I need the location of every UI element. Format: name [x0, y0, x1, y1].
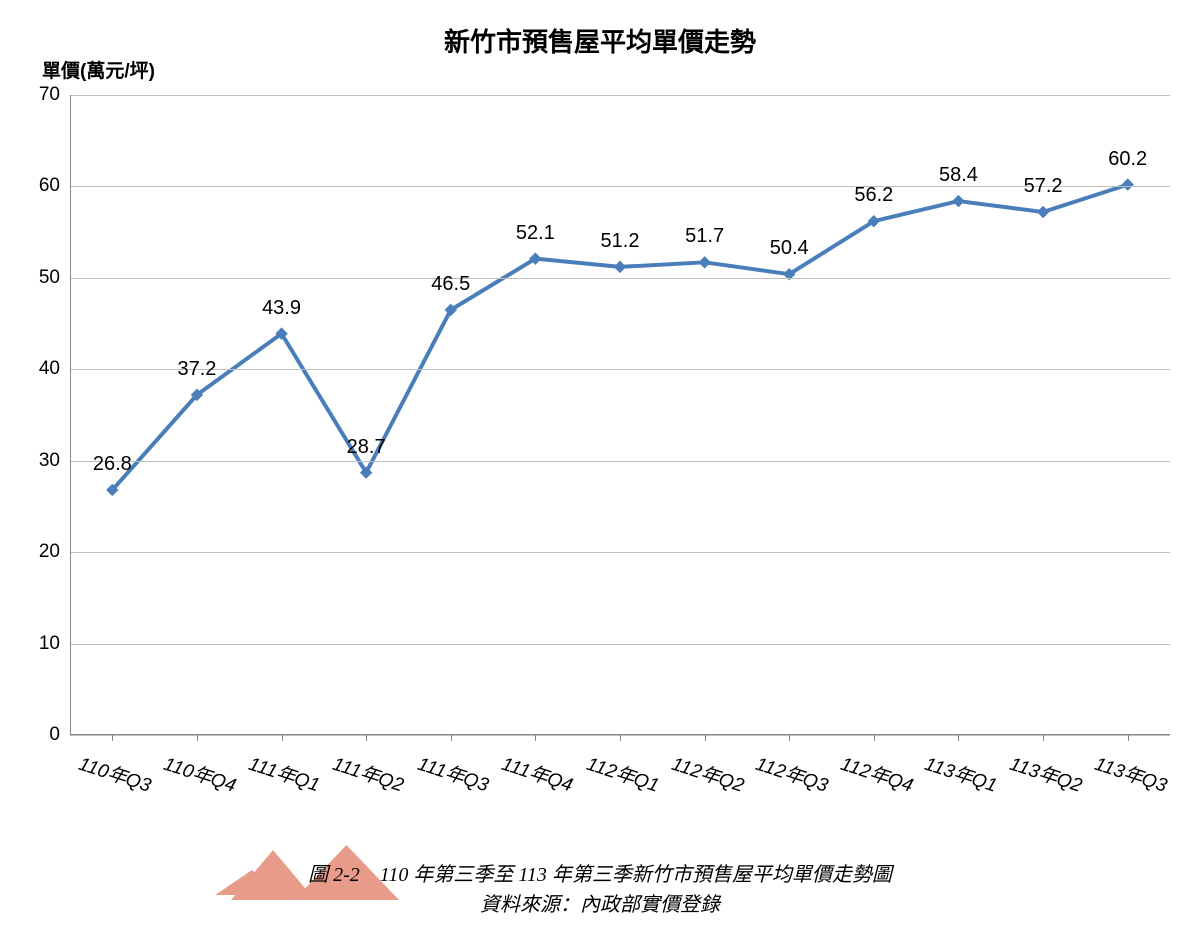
x-tick [366, 735, 367, 741]
data-label: 60.2 [1108, 148, 1147, 171]
x-tick-label: 111年Q2 [330, 749, 408, 797]
x-tick-label: 111年Q4 [499, 749, 577, 797]
data-label: 51.7 [685, 225, 724, 248]
data-marker [1038, 207, 1049, 218]
x-tick-label: 112年Q4 [838, 749, 917, 798]
gridline [70, 644, 1170, 645]
x-tick [620, 735, 621, 741]
x-tick [451, 735, 452, 741]
x-tick-label: 113年Q2 [1007, 749, 1086, 798]
x-tick-label: 113年Q1 [922, 749, 1001, 798]
x-tick [1128, 735, 1129, 741]
data-marker [699, 257, 710, 268]
gridline [70, 461, 1170, 462]
y-tick-label: 10 [39, 633, 70, 655]
x-tick [197, 735, 198, 741]
gridline [70, 278, 1170, 279]
data-label: 26.8 [93, 453, 132, 476]
figure-caption-line-1: 圖 2-2 110 年第三季至 113 年第三季新竹市預售屋平均單價走勢圖 [0, 858, 1200, 887]
data-label: 56.2 [854, 184, 893, 207]
chart-title: 新竹市預售屋平均單價走勢 [0, 22, 1200, 59]
data-marker [1122, 179, 1133, 190]
x-tick-label: 112年Q3 [753, 749, 832, 798]
gridline [70, 552, 1170, 553]
x-tick [535, 735, 536, 741]
data-marker [953, 196, 964, 207]
x-tick-label: 112年Q2 [668, 749, 747, 798]
gridline [70, 186, 1170, 187]
data-label: 28.7 [347, 436, 386, 459]
data-label: 58.4 [939, 164, 978, 187]
y-tick-label: 0 [49, 724, 70, 746]
data-label: 43.9 [262, 297, 301, 320]
figure-caption-line-2: 資料來源：內政部實價登錄 [0, 888, 1200, 917]
chart-container: 新竹市預售屋平均單價走勢 單價(萬元/坪) 010203040506070110… [0, 0, 1200, 928]
y-tick-label: 40 [39, 358, 70, 380]
x-tick-label: 112年Q1 [584, 749, 663, 798]
x-tick [874, 735, 875, 741]
y-tick-label: 70 [39, 84, 70, 106]
data-label: 51.2 [601, 230, 640, 253]
y-axis [70, 95, 71, 735]
x-tick [112, 735, 113, 741]
x-tick-label: 113年Q3 [1091, 749, 1170, 798]
gridline [70, 95, 1170, 96]
y-tick-label: 60 [39, 175, 70, 197]
y-tick-label: 20 [39, 541, 70, 563]
data-label: 50.4 [770, 237, 809, 260]
x-tick [789, 735, 790, 741]
y-tick-label: 50 [39, 267, 70, 289]
x-tick [958, 735, 959, 741]
x-tick [1043, 735, 1044, 741]
data-label: 46.5 [431, 273, 470, 296]
y-axis-title: 單價(萬元/坪) [42, 56, 155, 83]
x-tick [282, 735, 283, 741]
data-label: 57.2 [1024, 175, 1063, 198]
x-tick [705, 735, 706, 741]
y-tick-label: 30 [39, 450, 70, 472]
x-tick-label: 111年Q1 [245, 749, 323, 797]
line-series [70, 95, 1170, 735]
data-label: 37.2 [177, 358, 216, 381]
x-tick-label: 110年Q3 [76, 749, 155, 798]
data-marker [615, 261, 626, 272]
plot-area: 010203040506070110年Q3110年Q4111年Q1111年Q21… [70, 95, 1170, 735]
x-tick-label: 111年Q3 [414, 749, 492, 797]
x-tick-label: 110年Q4 [161, 749, 240, 798]
gridline [70, 369, 1170, 370]
data-label: 52.1 [516, 222, 555, 245]
